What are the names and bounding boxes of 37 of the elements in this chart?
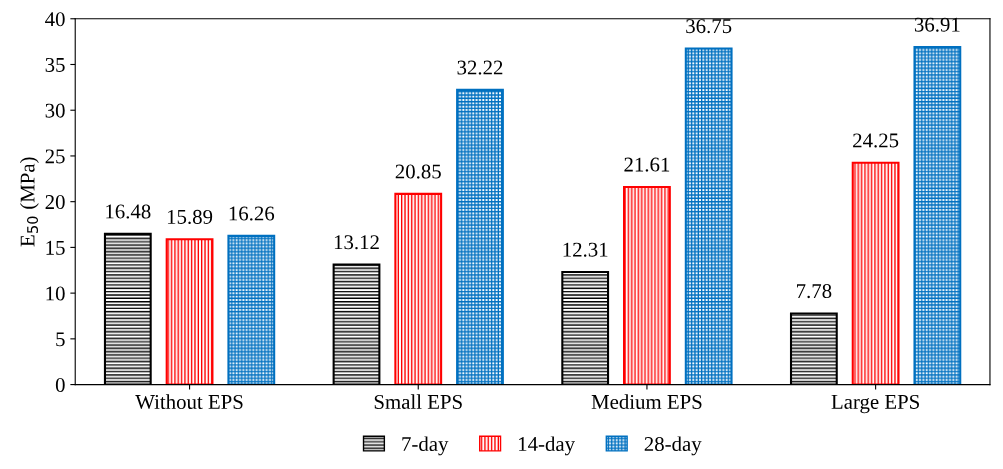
data-label: 16.26 [229,206,275,221]
y-tick-label: 20 [45,195,65,210]
bar [913,45,962,385]
bar [851,161,900,385]
bar [227,234,276,385]
y-tick-label: 40 [45,12,65,27]
legend-label: 28-day [644,436,702,456]
legend-label: 14-day [519,436,575,456]
data-label: 36.75 [686,19,732,34]
data-label: 16.48 [106,204,151,219]
bar [165,238,214,385]
y-tick-label: 30 [45,103,65,118]
legend-label: 7-day [402,436,449,456]
data-label: 15.89 [167,209,213,225]
data-label: 7.78 [797,284,832,299]
x-tick-label: Without EPS [135,394,243,410]
x-tick-label: Medium EPS [591,394,702,409]
data-label: 12.31 [563,242,608,257]
y-tick-label: 35 [45,57,65,72]
y-tick-label: 10 [46,286,65,301]
x-tick-label: Large EPS [831,394,919,414]
y-tick-label: 0 [55,377,65,393]
bar [684,47,733,385]
data-label: 21.61 [624,157,670,172]
y-axis-title: E$_{50}$ (MPa) [19,157,39,247]
bar [623,185,671,385]
x-tick-label: Small EPS [374,394,462,409]
data-label: 24.25 [853,133,899,148]
data-label: 36.91 [914,17,960,32]
y-tick-label: 5 [56,332,65,347]
y-tick-label: 15 [46,240,65,255]
data-label: 32.22 [457,60,503,75]
bar [394,192,443,385]
y-tick-label: 25 [45,149,65,164]
data-label: 13.12 [334,235,379,250]
bar [456,88,504,385]
data-label: 20.85 [395,164,441,179]
